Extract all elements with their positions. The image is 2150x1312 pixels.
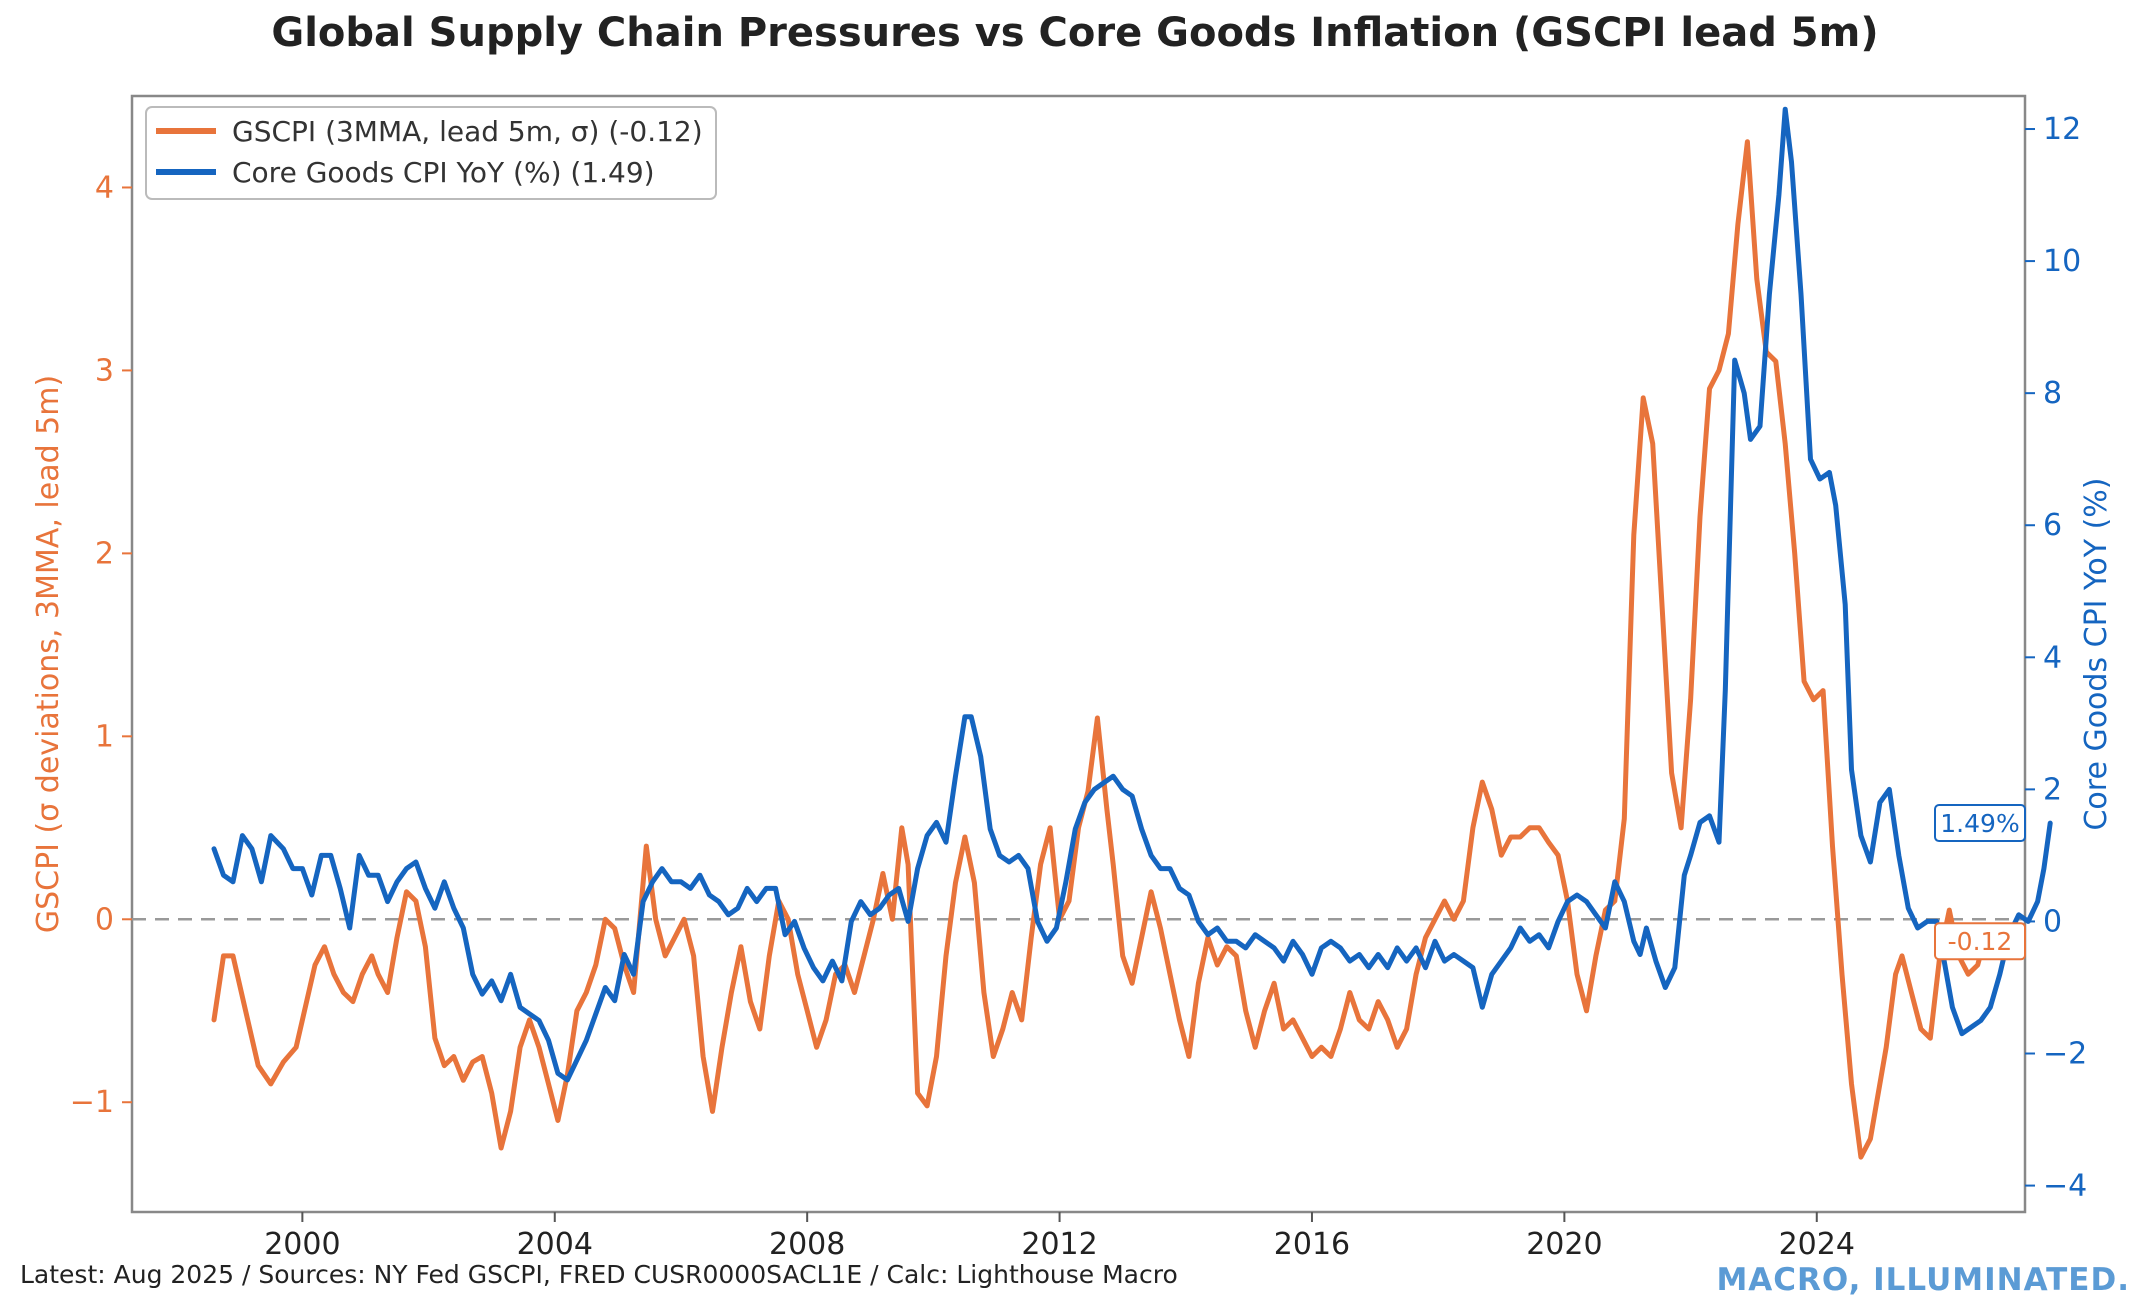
left-y-tick-label: 0: [95, 902, 114, 937]
right-y-tick-label: −2: [2043, 1037, 2087, 1072]
gscpi-end-tag-label: -0.12: [1948, 927, 2013, 956]
series-layer: [211, 106, 2053, 1160]
x-tick-label: 2020: [1526, 1227, 1602, 1262]
legend: GSCPI (3MMA, lead 5m, σ) (-0.12) Core Go…: [145, 106, 717, 200]
left-y-tick-label: 3: [95, 353, 114, 388]
right-y-axis: −4 −2 0 2 4 6 8 10 12: [2025, 112, 2087, 1204]
x-tick-label: 2024: [1779, 1227, 1855, 1262]
end-value-tags: 1.49% -0.12: [1934, 804, 2026, 961]
plot-area-frame: [130, 94, 2027, 1214]
legend-label-gscpi: GSCPI (3MMA, lead 5m, σ) (-0.12): [232, 115, 703, 148]
right-y-tick-label: 10: [2043, 244, 2081, 279]
x-tick-label: 2000: [264, 1227, 340, 1262]
gscpi-end-tag-box: [1934, 922, 2026, 961]
legend-label-core-goods: Core Goods CPI YoY (%) (1.49): [232, 156, 655, 189]
gscpi-line: [211, 139, 1987, 1160]
right-y-tick-label: 0: [2043, 904, 2062, 939]
chart-title: Global Supply Chain Pressures vs Core Go…: [271, 10, 1878, 56]
right-axis-label: Core Goods CPI YoY (%): [2079, 477, 2114, 830]
right-y-tick-label: 6: [2043, 508, 2062, 543]
left-y-tick-label: −1: [70, 1085, 114, 1120]
x-tick-label: 2004: [517, 1227, 593, 1262]
core-goods-end-tag-box: [1934, 804, 2026, 843]
right-y-tick-label: 4: [2043, 640, 2062, 675]
left-y-axis: −1 0 1 2 3 4: [70, 170, 132, 1120]
left-axis-label: GSCPI (σ deviations, 3MMA, lead 5m): [31, 375, 66, 933]
left-y-tick-label: 2: [95, 536, 114, 571]
left-y-tick-label: 1: [95, 719, 114, 754]
right-y-tick-label: 2: [2043, 772, 2062, 807]
left-y-tick-label: 4: [95, 170, 114, 205]
x-tick-label: 2012: [1021, 1227, 1097, 1262]
right-y-tick-label: 8: [2043, 376, 2062, 411]
brand-watermark: MACRO, ILLUMINATED.: [1716, 1262, 2130, 1298]
right-y-tick-label: 12: [2043, 112, 2081, 147]
source-footnote: Latest: Aug 2025 / Sources: NY Fed GSCPI…: [20, 1260, 1178, 1289]
right-y-tick-label: −4: [2043, 1169, 2087, 1204]
legend-box: [145, 106, 717, 200]
core-goods-cpi-line: [211, 106, 2053, 1083]
core-goods-end-tag-label: 1.49%: [1940, 809, 2019, 838]
x-tick-label: 2008: [769, 1227, 845, 1262]
x-tick-label: 2016: [1274, 1227, 1350, 1262]
x-axis: 2000 2004 2008 2012 2016 2020 2024: [264, 1212, 1855, 1262]
